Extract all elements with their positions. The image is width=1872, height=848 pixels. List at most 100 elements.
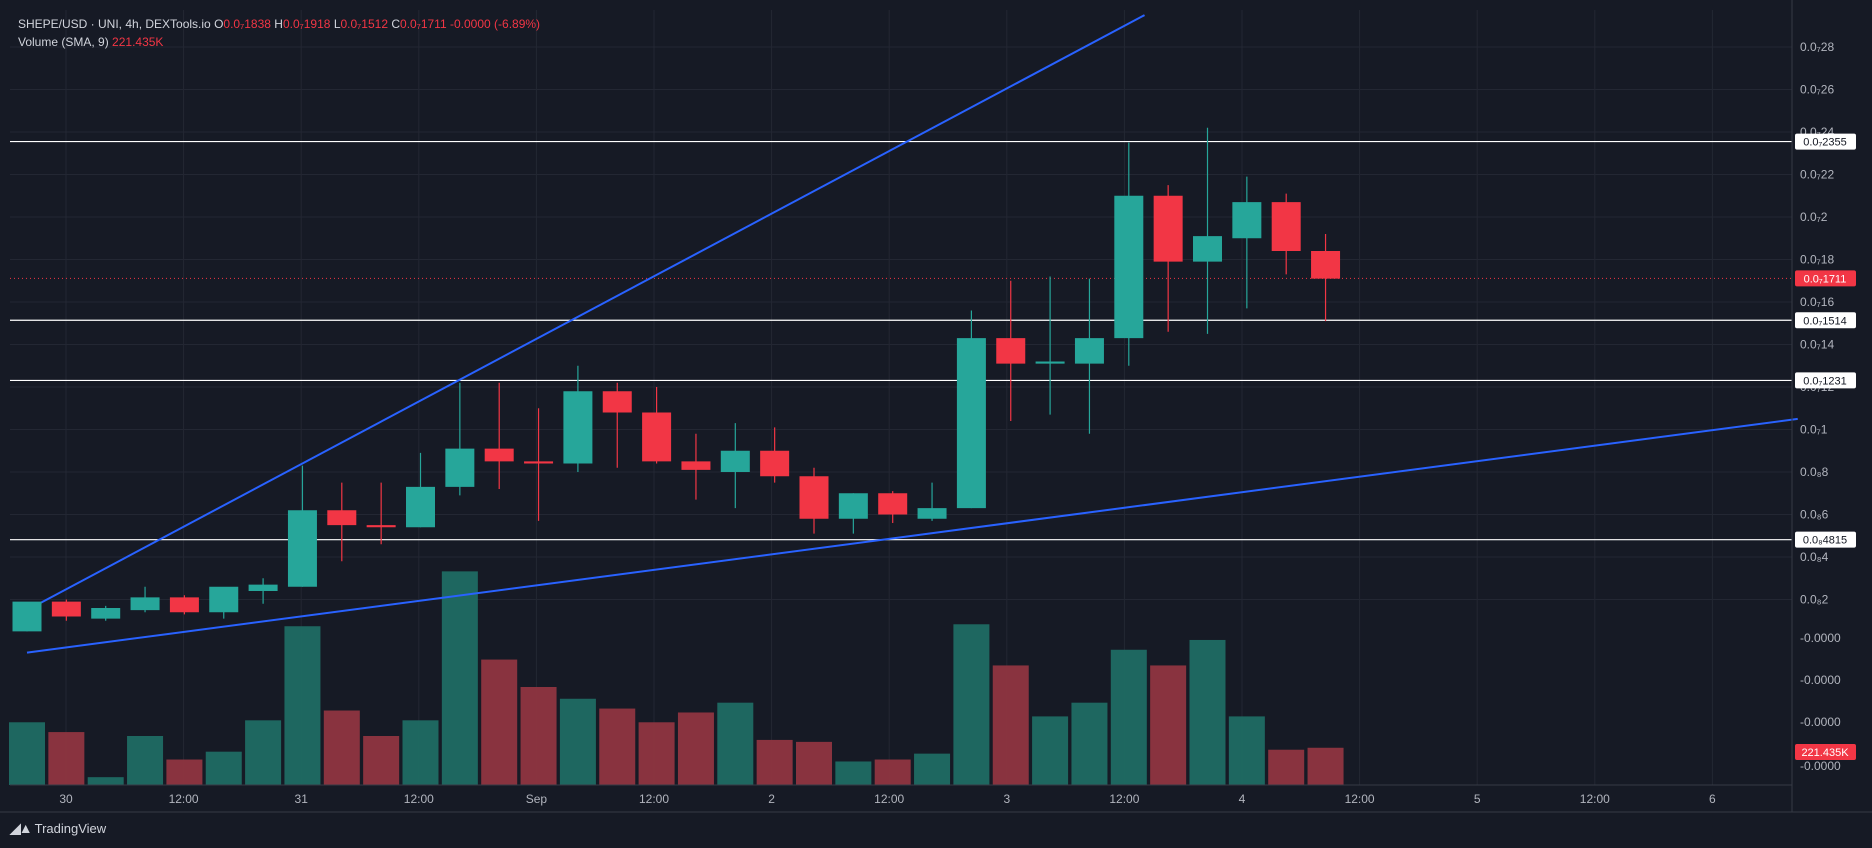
tradingview-icon: ◢▲ xyxy=(10,820,33,836)
volume-bar-up xyxy=(205,751,242,785)
volume-bar-up xyxy=(284,626,321,785)
chart-grid xyxy=(10,10,1792,785)
price-level-tag: 0.0₇1231 xyxy=(1803,375,1847,387)
candle-body-up xyxy=(445,448,475,487)
x-tick-label: 30 xyxy=(59,792,73,806)
candle-body-down xyxy=(878,493,908,515)
symbol-name[interactable]: SHEPE/USD · UNI, 4h, DEXTools.io xyxy=(18,17,211,31)
candle-body-down xyxy=(366,525,396,528)
volume-label[interactable]: Volume (SMA, 9) xyxy=(18,35,109,49)
volume-bar-up xyxy=(953,624,990,785)
candle-body-up xyxy=(563,391,593,464)
x-tick-label: 12:00 xyxy=(874,792,904,806)
price-level-tag: 0.0₇2355 xyxy=(1803,137,1847,149)
high-value: 0.0₇1918 xyxy=(282,17,331,31)
volume-bar-up xyxy=(1189,639,1226,785)
y-tick-label: 0.0₇1 xyxy=(1800,423,1828,437)
volume-bar-up xyxy=(717,702,754,785)
y-tick-label: 0.0₇18 xyxy=(1800,253,1834,267)
x-tick-label: 12:00 xyxy=(1109,792,1139,806)
candlesticks xyxy=(12,127,1341,632)
close-value: 0.0₇1711 xyxy=(400,17,447,31)
trend-line xyxy=(26,14,1146,612)
volume-axis-label: -0.0000 xyxy=(1800,715,1841,729)
volume-bar-down xyxy=(874,759,911,785)
candle-body-down xyxy=(484,448,514,462)
volume-bar-up xyxy=(1228,716,1265,785)
volume-value: 221.435K xyxy=(112,35,164,49)
volume-bar-up xyxy=(1071,702,1108,785)
volume-bar-down xyxy=(323,710,360,785)
volume-bar-down xyxy=(1307,747,1344,785)
brand-name: TradingView xyxy=(34,821,107,836)
price-level-tag-bg xyxy=(1795,312,1856,329)
volume-bar-up xyxy=(9,722,45,785)
y-tick-label: 0.0₇2 xyxy=(1800,210,1828,224)
volume-bar-down xyxy=(599,708,636,785)
axes: 0.0₇280.0₇260.0₇240.0₇220.0₇20.0₇180.0₇1… xyxy=(0,0,1872,813)
volume-bar-down xyxy=(481,659,518,785)
x-tick-label: 3 xyxy=(1003,792,1010,806)
volume-bar-down xyxy=(677,712,714,785)
symbol-header: SHEPE/USD · UNI, 4h, DEXTools.io O0.0₇18… xyxy=(18,17,541,31)
last-volume-tag-bg xyxy=(1795,744,1856,760)
y-tick-label: 0.0₈8 xyxy=(1800,465,1829,479)
candle-body-up xyxy=(130,597,160,611)
volume-bar-up xyxy=(1110,649,1147,785)
x-tick-label: 12:00 xyxy=(404,792,434,806)
volume-bar-down xyxy=(796,741,832,785)
candle-body-down xyxy=(1311,251,1341,279)
candle-body-down xyxy=(524,461,554,464)
open-value: 0.0₇1838 xyxy=(223,17,271,31)
candle-body-up xyxy=(1232,202,1262,239)
x-tick-label: 5 xyxy=(1474,792,1481,806)
y-tick-label: 0.0₇26 xyxy=(1800,83,1834,97)
last-price-tag: 0.0₇1711 xyxy=(1804,273,1847,285)
x-tick-label: 4 xyxy=(1239,792,1246,806)
volume-bar-up xyxy=(87,777,124,785)
volume-bar-down xyxy=(48,732,85,785)
candle-body-up xyxy=(1035,361,1065,364)
candle-body-down xyxy=(1271,202,1301,251)
candle-body-up xyxy=(917,508,947,519)
x-tick-label: 12:00 xyxy=(639,792,669,806)
tradingview-logo[interactable]: ◢▲ TradingView xyxy=(10,820,106,837)
x-tick-label: 12:00 xyxy=(169,792,199,806)
candle-body-down xyxy=(996,338,1026,364)
horizontal-price-levels xyxy=(10,140,1792,541)
price-level-tag-bg xyxy=(1795,133,1856,150)
candle-body-down xyxy=(602,391,632,413)
candle-body-down xyxy=(51,601,81,617)
candle-body-up xyxy=(248,584,278,591)
candle-body-down xyxy=(799,476,829,519)
volume-axis-label: -0.0000 xyxy=(1800,759,1841,773)
low-value: 0.0₇1512 xyxy=(340,17,389,31)
price-level-tag-bg xyxy=(1795,531,1856,548)
y-tick-label: 0.0₇14 xyxy=(1800,338,1834,352)
volume-bar-up xyxy=(441,571,478,785)
candle-body-up xyxy=(1193,236,1222,262)
trend-lines xyxy=(26,14,1798,654)
price-level-tag: 0.0₈4815 xyxy=(1803,535,1847,547)
x-tick-label: 31 xyxy=(295,792,309,806)
volume-bar-up xyxy=(914,753,951,785)
y-tick-label: 0.0₈6 xyxy=(1800,508,1829,522)
x-tick-label: Sep xyxy=(526,792,548,806)
candle-body-down xyxy=(760,450,790,477)
volume-axis-label: -0.0000 xyxy=(1800,673,1841,687)
candle-body-up xyxy=(1074,338,1104,364)
y-tick-label: 0.0₇16 xyxy=(1800,295,1834,309)
x-tick-label: 12:00 xyxy=(1580,792,1610,806)
candle-body-up xyxy=(406,486,435,528)
candle-body-down xyxy=(327,510,357,526)
volume-bar-up xyxy=(127,736,164,785)
candle-body-up xyxy=(720,450,750,472)
candle-body-down xyxy=(1153,195,1183,262)
volume-bar-up xyxy=(245,720,282,785)
last-volume-tag: 221.435K xyxy=(1801,747,1849,759)
candle-body-up xyxy=(838,493,868,519)
volume-bar-up xyxy=(1032,716,1069,785)
change-value: -0.0000 (-6.89%) xyxy=(450,17,541,31)
price-level-tag-bg xyxy=(1795,372,1856,389)
